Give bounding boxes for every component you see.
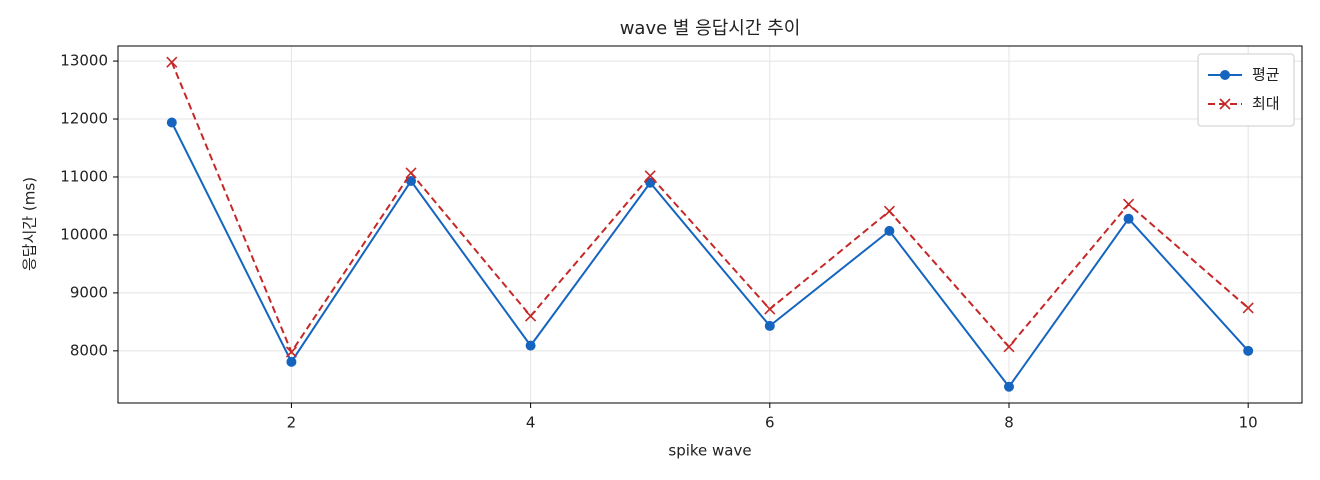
marker (1003, 341, 1015, 353)
legend-label: 최대 (1252, 95, 1280, 113)
y-tick-label: 10000 (60, 225, 108, 243)
marker (1123, 213, 1134, 224)
legend-marker (1220, 70, 1230, 80)
y-tick-label: 9000 (70, 283, 108, 301)
marker (764, 320, 775, 331)
marker (166, 56, 178, 68)
y-tick-label: 11000 (60, 167, 108, 185)
marker (1123, 198, 1135, 210)
marker (884, 225, 895, 236)
x-tick-label: 2 (287, 414, 297, 432)
marker (525, 340, 536, 351)
y-tick-label: 12000 (60, 110, 108, 128)
marker (286, 356, 297, 367)
legend-label: 평균 (1252, 66, 1280, 84)
marker (1243, 345, 1254, 356)
x-tick-label: 8 (1004, 414, 1014, 432)
marker (406, 176, 417, 187)
x-tick-label: 4 (526, 414, 536, 432)
y-tick-label: 13000 (60, 52, 108, 70)
marker (405, 167, 417, 179)
marker (764, 303, 776, 315)
marker (1003, 381, 1014, 392)
marker (525, 310, 537, 322)
legend-marker (1219, 98, 1231, 110)
x-tick-label: 6 (765, 414, 775, 432)
marker (644, 170, 656, 182)
marker (166, 117, 177, 128)
y-tick-label: 8000 (70, 341, 108, 359)
series-line (170, 61, 1249, 355)
plot-frame (117, 45, 1303, 404)
x-tick-label: 10 (1239, 414, 1258, 432)
marker (1242, 302, 1254, 314)
marker (285, 346, 297, 358)
marker (883, 205, 895, 217)
y-axis-label: 응답시간 (ms) (21, 177, 39, 271)
x-axis-label: spike wave (668, 442, 751, 460)
chart-title: wave 별 응답시간 추이 (620, 18, 801, 39)
series-line (170, 122, 1249, 389)
